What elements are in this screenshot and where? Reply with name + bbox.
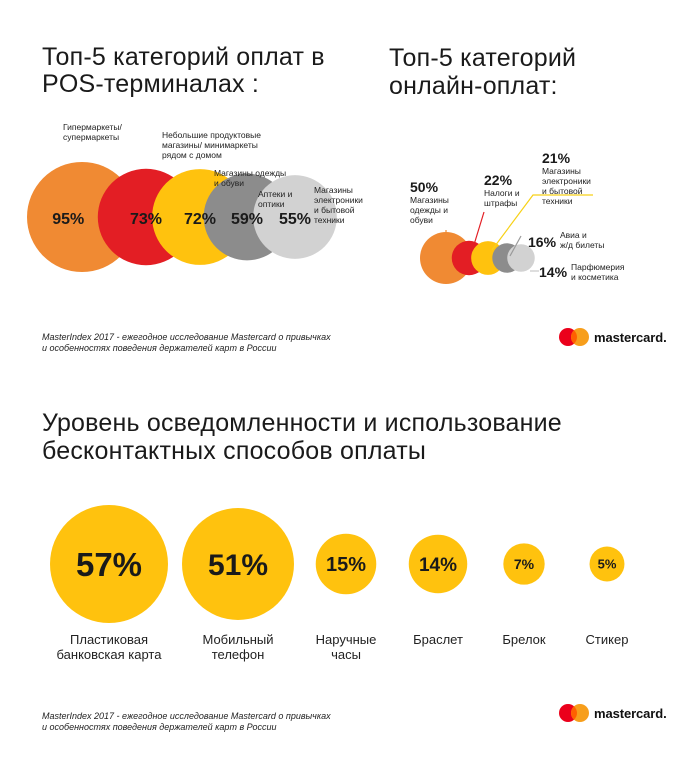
mastercard-circles-icon	[559, 328, 589, 346]
mastercard-logo-top: mastercard.	[557, 326, 667, 348]
source-note-line1: MasterIndex 2017 - ежегодное исследовани…	[42, 332, 331, 342]
pos-bubble-value-4: 59%	[231, 211, 263, 228]
online-category-label-4: Авиа и ж/д билеты	[560, 230, 604, 250]
pos-category-label-3: Магазины одежды и обуви	[214, 168, 286, 188]
online-value-2: 22%	[484, 172, 513, 188]
source-note-bottom: MasterIndex 2017 - ежегодное исследовани…	[42, 711, 331, 733]
pos-category-label-2: Небольшие продуктовые магазины/ минимарке…	[162, 130, 261, 160]
mastercard-logo-bottom: mastercard.	[557, 702, 667, 724]
online-leader-line-2	[472, 211, 485, 249]
awareness-category-label-1: Пластиковая банковская карта	[57, 632, 163, 662]
mastercard-wordmark: mastercard.	[594, 705, 667, 721]
awareness-category-label-2: Мобильный телефон	[202, 632, 273, 662]
awareness-bubble-5	[503, 543, 545, 585]
awareness-title-line2: бесконтактных способов оплаты	[42, 437, 427, 465]
source-note-line1: MasterIndex 2017 - ежегодное исследовани…	[42, 711, 331, 721]
pos-bubble-value-3: 72%	[184, 211, 216, 228]
pos-title: Топ-5 категорий оплат в POS-терминалах :	[42, 44, 325, 98]
online-category-label-5: Парфюмерия и косметика	[571, 262, 625, 282]
pos-category-label-5: Магазины электроники и бытовой техники	[314, 185, 363, 225]
online-category-label-3: Магазины электроники и бытовой техники	[542, 166, 591, 206]
awareness-bubble-6	[589, 546, 625, 582]
pos-bubble-chart: 95% 73% 72% 59% 55% Гипермаркеты/супермаркеты…	[27, 122, 363, 272]
awareness-value-4: 14%	[419, 555, 457, 576]
pos-bubble-value-5: 55%	[279, 211, 311, 228]
online-value-1: 50%	[410, 179, 439, 195]
online-value-4: 16%	[528, 234, 557, 250]
online-bubble-5	[507, 244, 535, 272]
online-title-line1: Топ-5 категорий	[389, 44, 577, 72]
awareness-category-label-6: Стикер	[586, 632, 629, 647]
source-note-top: MasterIndex 2017 - ежегодное исследовани…	[42, 332, 331, 354]
awareness-bubble-4	[408, 534, 468, 594]
awareness-value-2: 51%	[208, 549, 268, 582]
online-category-label-2: Налоги и штрафы	[484, 188, 520, 208]
pos-category-label-1: Гипермаркеты/супермаркеты	[63, 122, 122, 142]
online-bubble-chart: 50% 22% 21% 16% 14% Магазины одежды и обуви Нало…	[410, 150, 625, 284]
online-category-label-1: Магазины одежды и обуви	[410, 195, 449, 225]
online-value-3: 21%	[542, 150, 571, 166]
awareness-bubble-3	[315, 533, 377, 595]
awareness-value-1: 57%	[76, 546, 142, 583]
awareness-bubble-chart: 57% 51% 15% 14% 7% 5% Пластиковая банковская ка…	[50, 505, 629, 662]
source-note-line2: и особенностях поведения держателей карт…	[42, 343, 277, 353]
online-value-5: 14%	[539, 264, 568, 280]
pos-category-label-4: Аптеки и оптики	[258, 189, 293, 209]
pos-bubble-value-2: 73%	[130, 211, 162, 228]
awareness-value-6: 5%	[598, 557, 617, 572]
mastercard-wordmark: mastercard.	[594, 329, 667, 345]
pos-title-line2: POS-терминалах :	[42, 70, 260, 98]
awareness-bubble-1	[50, 505, 168, 623]
online-leader-line-3	[491, 194, 593, 251]
awareness-bubble-2	[182, 508, 294, 620]
source-note-line2: и особенностях поведения держателей карт…	[42, 722, 277, 732]
awareness-value-5: 7%	[514, 556, 535, 572]
online-title: Топ-5 категорий онлайн-оплат:	[389, 44, 576, 100]
awareness-title: Уровень осведомленности и использование …	[42, 409, 562, 465]
awareness-category-label-3: Наручные часы	[316, 632, 377, 662]
pos-bubble-value-1: 95%	[52, 211, 84, 228]
awareness-title-line1: Уровень осведомленности и использование	[42, 409, 562, 437]
online-title-line2: онлайн-оплат:	[389, 72, 558, 100]
awareness-category-label-5: Брелок	[502, 632, 546, 647]
pos-bubble-5	[253, 175, 337, 259]
awareness-value-3: 15%	[326, 554, 366, 576]
pos-title-line1: Топ-5 категорий оплат в	[42, 43, 325, 71]
online-leader-line-4	[509, 235, 522, 257]
awareness-category-label-4: Браслет	[413, 632, 463, 647]
mastercard-circles-icon	[559, 704, 589, 722]
